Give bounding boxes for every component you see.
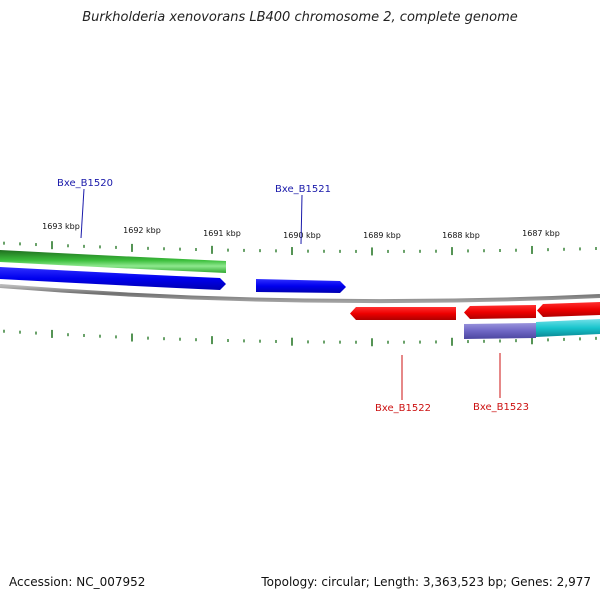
reverse-feature-band-cyan — [536, 319, 600, 337]
accession-text: Accession: NC_007952 — [9, 575, 146, 589]
ruler-label: 1691 kbp — [203, 229, 241, 238]
gene-arrow-bxe-b1522 — [350, 307, 456, 320]
ruler-label: 1688 kbp — [442, 231, 480, 240]
reverse-feature-band — [464, 323, 536, 339]
gene-label-bxe-b1521: Bxe_B1521 — [275, 184, 331, 245]
forward-feature-band — [0, 250, 226, 273]
gene-label-bxe-b1523: Bxe_B1523 — [473, 353, 529, 413]
gene-arrow-bxe-b1520 — [0, 267, 226, 290]
gene-arrow-bxe-b1521 — [256, 279, 346, 293]
ruler-label: 1690 kbp — [283, 231, 321, 240]
map-title: Burkholderia xenovorans LB400 chromosome… — [82, 10, 518, 25]
ruler-label: 1687 kbp — [522, 229, 560, 238]
ruler-label: 1693 kbp — [42, 222, 80, 231]
gene-arrow-bxe-b1523 — [464, 305, 536, 319]
svg-text:Bxe_B1522: Bxe_B1522 — [375, 403, 431, 414]
gene-arrow-adjacent — [537, 302, 600, 317]
gene-label-bxe-b1522: Bxe_B1522 — [375, 355, 431, 414]
gene-label-bxe-b1520: Bxe_B1520 — [57, 178, 113, 239]
svg-text:Bxe_B1521: Bxe_B1521 — [275, 184, 331, 195]
svg-text:Bxe_B1523: Bxe_B1523 — [473, 402, 529, 413]
ruler-label: 1689 kbp — [363, 231, 401, 240]
reverse-ruler — [3, 329, 597, 347]
svg-text:Bxe_B1520: Bxe_B1520 — [57, 178, 113, 189]
ruler-labels: 1693 kbp 1692 kbp 1691 kbp 1690 kbp 1689… — [42, 222, 560, 240]
forward-ruler — [3, 241, 597, 256]
genome-backbone — [0, 284, 600, 304]
topology-text: Topology: circular; Length: 3,363,523 bp… — [261, 575, 591, 589]
ruler-label: 1692 kbp — [123, 226, 161, 235]
